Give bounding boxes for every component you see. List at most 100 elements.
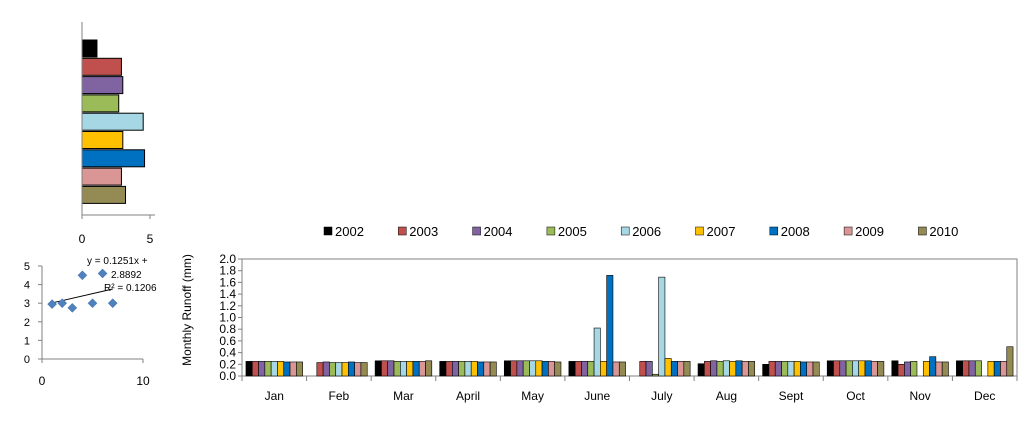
runoff-bar-2008 [670,361,678,377]
runoff-bar-2008 [348,361,355,377]
runoff-bar-2007 [793,361,801,377]
runoff-x-tick-label: Mar [393,389,414,403]
runoff-bar-2006 [722,360,730,377]
scatter-y-tick-label: 2 [24,317,30,329]
scatter-x-tick-label: 10 [136,374,150,388]
legend-swatch-2003 [398,226,407,236]
legend-label-2007: 2007 [707,224,736,239]
runoff-bar-2003 [574,361,582,377]
runoff-bar-2010 [812,361,820,377]
runoff-x-tick-label: Nov [909,389,930,403]
runoff-x-tick-label: May [521,389,544,403]
runoff-bar-2004 [774,361,782,377]
runoff-bar-2007 [987,361,995,377]
runoff-bar-2004 [322,361,330,377]
runoff-bar-2008 [993,361,1001,377]
runoff-x-tick-label: Oct [846,389,865,403]
legend-label-2003: 2003 [409,224,438,239]
scatter-point [77,270,88,281]
runoff-bar-2007 [729,361,737,377]
legend-swatch-2002 [323,226,333,236]
runoff-x-tick-label: Aug [716,389,737,403]
runoff-x-tick-label: July [651,389,672,403]
runoff-bar-2007 [664,358,672,377]
runoff-y-tick-label: 1.4 [219,287,236,301]
legend-label-2010: 2010 [929,224,958,239]
runoff-bar-2010 [489,361,497,377]
runoff-x-tick-label: Dec [974,389,995,403]
runoff-bar-2004 [968,360,976,377]
hbar-2006 [81,112,144,131]
runoff-y-tick-label: 1.0 [219,311,236,325]
runoff-bar-2002 [826,360,834,377]
scatter-chart: y = 0.1251x + 2.8892 R² = 0.1206 0 1 2 3 4 5 0… [24,256,157,388]
runoff-bar-2009 [806,361,814,377]
runoff-bar-2003 [381,360,389,377]
runoff-bar-2003 [833,360,841,377]
runoff-bar-2003 [251,361,259,377]
runoff-y-tick-label: 2.0 [219,252,236,266]
runoff-bar-2005 [845,360,853,377]
scatter-x-tick-label: 0 [39,374,46,388]
runoff-bar-2004 [451,361,459,377]
runoff-bar-2006 [400,361,407,377]
runoff-bar-2005 [458,361,466,377]
hbar-2003 [81,57,122,76]
runoff-bar-2005 [587,361,595,377]
runoff-y-tick-label: 1.8 [219,264,236,278]
runoff-bar-2004 [258,361,266,377]
runoff-bar-2010 [360,362,368,377]
runoff-y-tick-label: 1.6 [219,275,236,289]
runoff-x-tick-label: Sept [779,389,804,403]
runoff-bar-2007 [277,361,285,377]
runoff-y-tick-label: 0.0 [219,369,236,383]
runoff-bar-2009 [483,361,491,377]
runoff-bar-2008 [541,361,549,377]
runoff-bar-2008 [929,356,937,377]
trendline-equation-line2: 2.8892 [111,270,142,281]
runoff-bar-2002 [956,360,963,377]
runoff-bar-2010 [877,361,885,377]
scatter-y-tick-label: 5 [24,261,30,273]
runoff-bar-2008 [477,361,485,377]
runoff-bar-2008 [735,360,743,377]
hbar-2005 [81,94,120,113]
runoff-bar-2007 [922,361,930,377]
runoff-bar-2003 [897,363,905,377]
runoff-bar-2010 [618,361,626,377]
runoff-bar-2009 [677,361,685,377]
runoff-bar-2008 [412,361,420,377]
runoff-bar-2006 [593,327,601,377]
runoff-bar-2004 [516,360,524,377]
legend-swatch-2007 [695,226,704,236]
runoff-bar-2006 [270,361,278,377]
trendline-r2: R² = 0.1206 [104,283,157,294]
scatter-point [97,268,108,279]
scatter-y-tick-label: 4 [24,280,30,292]
runoff-bar-2006 [529,360,537,377]
hbar-2009 [81,167,122,186]
runoff-bar-2003 [510,360,518,377]
runoff-bar-2005 [781,361,789,377]
hbar-2007 [81,131,124,149]
runoff-bar-2004 [904,361,911,377]
scatter-point [107,298,118,309]
runoff-x-tick-label: April [456,389,480,403]
runoff-bar-2004 [710,360,718,377]
runoff-bar-2010 [748,361,756,377]
runoff-bar-2010 [296,361,303,377]
runoff-x-tick-label: Jan [265,389,284,403]
runoff-bar-2008 [606,275,614,377]
runoff-bar-2009 [870,361,878,377]
runoff-bar-2002 [762,363,770,377]
runoff-bar-2002 [697,363,705,377]
scatter-y-tick-label: 0 [24,354,30,366]
runoff-bar-2005 [910,361,918,377]
legend-label-2004: 2004 [484,224,513,239]
runoff-bar-2004 [581,361,589,377]
runoff-bar-2006 [852,360,859,377]
runoff-bar-2006 [787,361,795,377]
runoff-y-axis-label: Monthly Runoff (mm) [180,254,194,366]
runoff-bar-2002 [891,360,899,377]
hbar-x-tick-label: 0 [79,232,86,246]
